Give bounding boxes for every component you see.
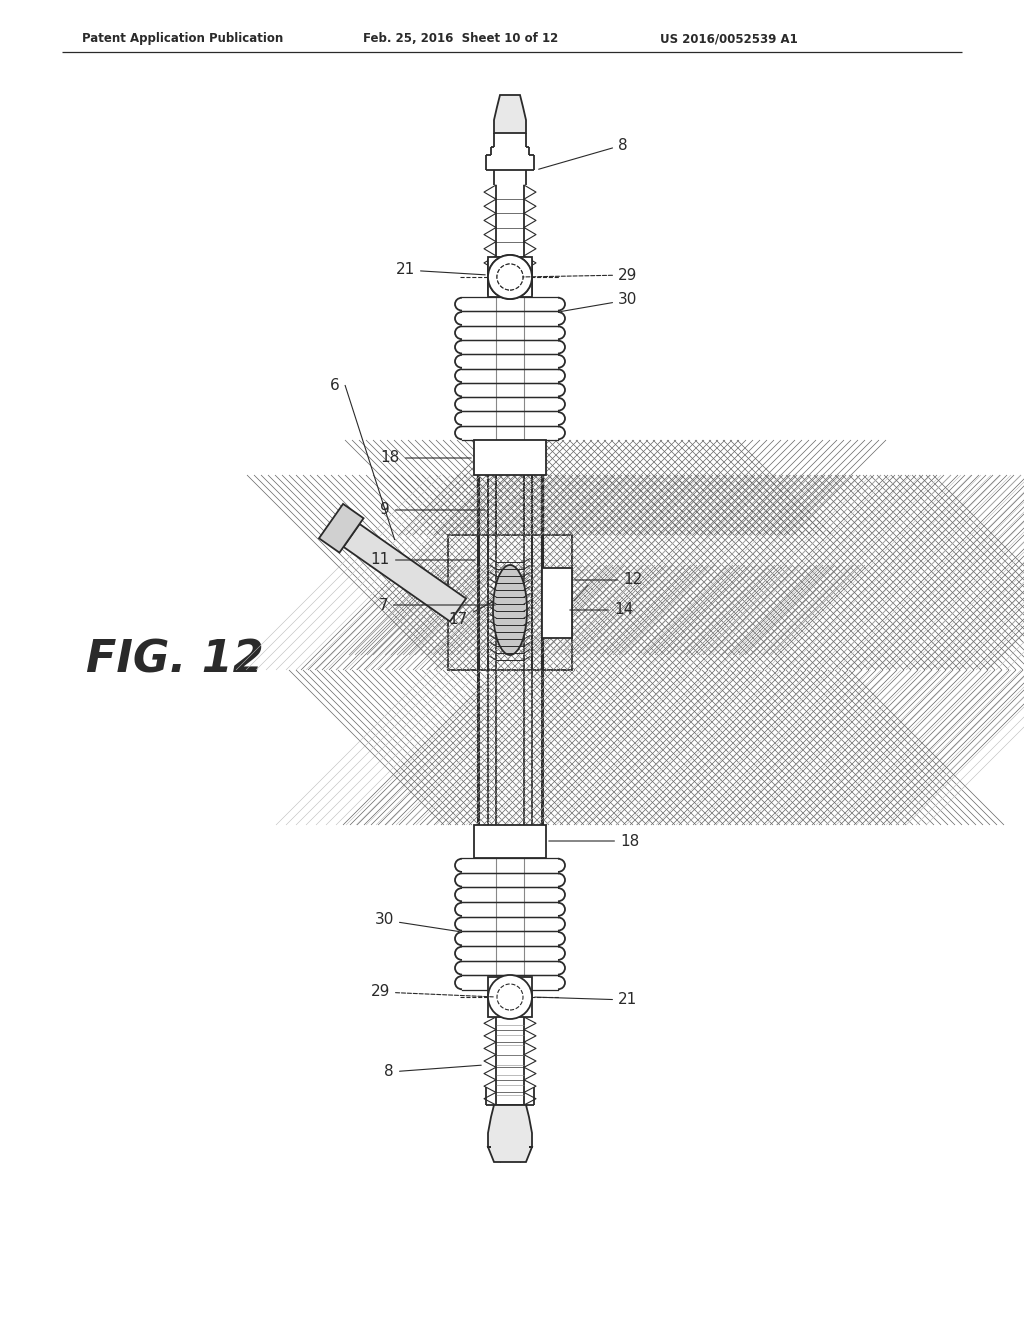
Text: FIG. 12: FIG. 12: [86, 639, 264, 681]
Polygon shape: [488, 1105, 532, 1162]
Text: 30: 30: [375, 912, 459, 932]
Bar: [449, 535, 572, 671]
Text: 21: 21: [535, 993, 637, 1007]
Bar: [478, 440, 488, 535]
Text: Feb. 25, 2016  Sheet 10 of 12: Feb. 25, 2016 Sheet 10 of 12: [362, 32, 558, 45]
Text: 8: 8: [539, 137, 628, 169]
Text: 12: 12: [574, 573, 642, 587]
Text: 29: 29: [523, 268, 637, 282]
Text: 11: 11: [371, 553, 475, 568]
Circle shape: [497, 264, 523, 290]
Bar: [488, 977, 532, 1016]
Circle shape: [488, 255, 532, 300]
Text: 7: 7: [379, 598, 496, 612]
Bar: [474, 825, 546, 858]
Circle shape: [497, 264, 523, 290]
Bar: [542, 568, 572, 638]
Text: US 2016/0052539 A1: US 2016/0052539 A1: [660, 32, 798, 45]
Text: 14: 14: [569, 602, 633, 618]
Polygon shape: [494, 95, 526, 133]
Bar: [532, 475, 542, 671]
Text: 17: 17: [449, 602, 494, 627]
Bar: [532, 671, 542, 825]
Text: 9: 9: [380, 503, 485, 517]
Ellipse shape: [493, 565, 527, 655]
Text: 8: 8: [384, 1064, 481, 1080]
Polygon shape: [343, 524, 466, 622]
Bar: [478, 671, 488, 825]
Text: 30: 30: [561, 293, 637, 312]
Text: 29: 29: [371, 985, 494, 999]
Text: 18: 18: [381, 450, 471, 466]
Bar: [532, 440, 542, 535]
Circle shape: [488, 975, 532, 1019]
Bar: [488, 257, 532, 297]
Text: Patent Application Publication: Patent Application Publication: [82, 32, 284, 45]
Text: 18: 18: [549, 833, 639, 849]
FancyArrowPatch shape: [573, 585, 588, 601]
Bar: [474, 440, 546, 475]
Bar: [493, 565, 527, 655]
Bar: [496, 671, 524, 825]
Bar: [496, 475, 524, 671]
Circle shape: [488, 255, 532, 300]
Polygon shape: [319, 504, 364, 553]
Bar: [478, 475, 488, 671]
Text: 21: 21: [395, 263, 485, 277]
Text: 6: 6: [330, 378, 340, 392]
Circle shape: [497, 983, 523, 1010]
